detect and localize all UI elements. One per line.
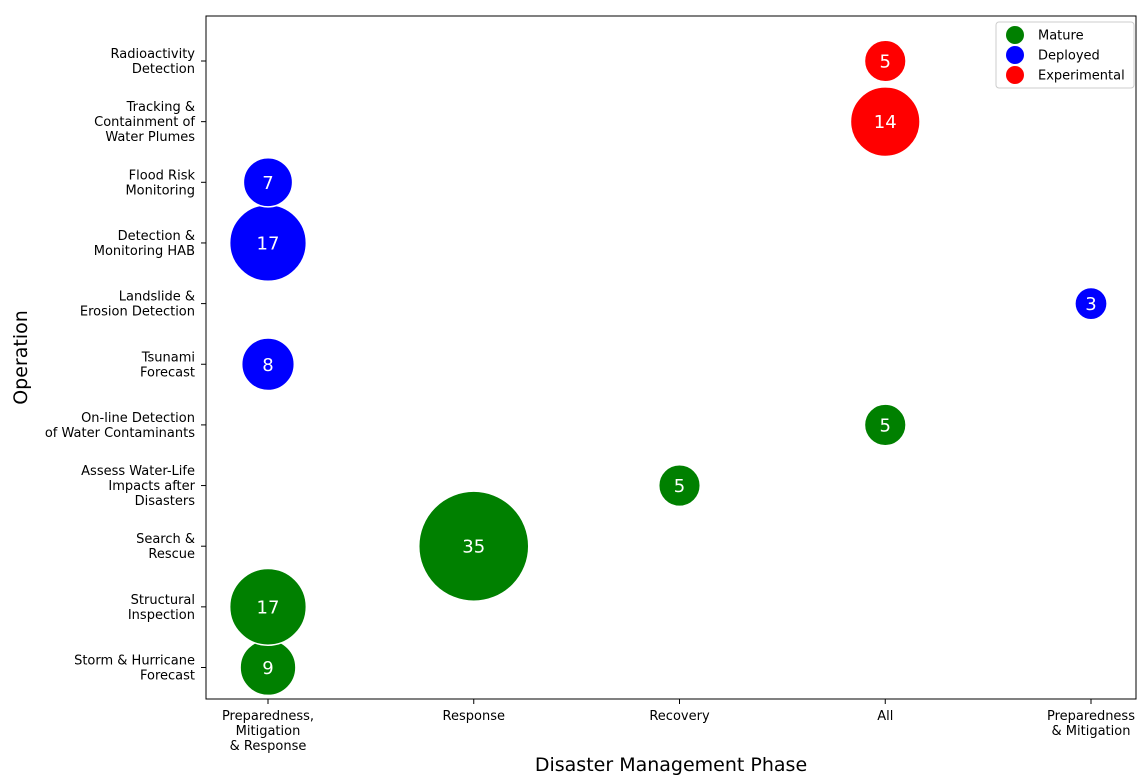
bubble-deployed xyxy=(240,337,296,392)
y-tick-label: Erosion Detection xyxy=(80,305,195,320)
bubble-value-label: 5 xyxy=(880,415,891,436)
y-tick-label: Containment of xyxy=(94,115,195,130)
bubble-deployed xyxy=(242,156,294,208)
y-tick-label: Forecast xyxy=(140,365,195,380)
bubble-value-label: 5 xyxy=(674,476,685,497)
y-tick-label: On-line Detection xyxy=(81,411,195,426)
y-tick-label: Rescue xyxy=(148,547,195,562)
y-tick-label: Structural xyxy=(131,593,195,608)
bubble-value-label: 35 xyxy=(462,537,485,558)
x-tick-label: & Mitigation xyxy=(1052,724,1131,739)
y-tick-label: of Water Contaminants xyxy=(45,426,195,441)
y-tick-label: Landslide & xyxy=(119,290,195,305)
bubble-value-label: 3 xyxy=(1085,294,1096,315)
legend-marker xyxy=(1006,46,1024,64)
plot-area-frame xyxy=(205,15,1137,700)
x-tick-label: Preparedness xyxy=(1047,709,1135,724)
y-tick-label: Detection xyxy=(132,62,195,77)
y-tick-label: Radioactivity xyxy=(111,47,196,62)
bubble-value-label: 17 xyxy=(257,233,280,254)
legend-frame xyxy=(995,21,1135,89)
x-tick-label: Response xyxy=(443,709,505,724)
legend-entry: Deployed xyxy=(1038,49,1100,64)
bubble-value-label: 7 xyxy=(262,173,273,194)
bubble-value-label: 5 xyxy=(880,52,891,73)
y-tick-label: Forecast xyxy=(140,669,195,684)
bubble-mature xyxy=(863,403,907,447)
y-axis-ticks: Storm & HurricaneForecastStructuralInspe… xyxy=(45,47,206,684)
legend-entry: Mature xyxy=(1038,29,1084,44)
bubble-mature xyxy=(417,490,530,602)
bubbles: 9 17 35 5 5 8 3 17 7 14 5 xyxy=(228,39,1108,697)
bubble-value-label: 17 xyxy=(257,597,280,618)
y-axis-title: Operation xyxy=(10,310,32,405)
bubble-experimental xyxy=(863,39,907,83)
y-tick-label: Monitoring xyxy=(125,183,195,198)
y-tick-label: Water Plumes xyxy=(105,130,195,145)
x-axis-ticks: Preparedness,Mitigation& Response Respons… xyxy=(222,699,1135,754)
legend-marker xyxy=(1006,26,1024,44)
legend: Mature Deployed Experimental xyxy=(995,21,1135,89)
bubble-value-label: 9 xyxy=(262,658,273,679)
y-tick-label: Inspection xyxy=(128,608,195,623)
y-tick-label: Assess Water-Life xyxy=(81,464,195,479)
legend-marker xyxy=(1006,66,1024,84)
bubble-value-label: 8 xyxy=(262,355,273,376)
bubble-mature xyxy=(657,464,702,508)
x-tick-label: & Response xyxy=(230,739,307,754)
y-tick-label: Detection & xyxy=(118,229,195,244)
x-axis-title: Disaster Management Phase xyxy=(535,754,807,776)
x-tick-label: Mitigation xyxy=(236,724,301,739)
y-tick-label: Monitoring HAB xyxy=(94,244,195,259)
bubble-experimental xyxy=(849,86,921,158)
y-tick-label: Flood Risk xyxy=(129,168,196,183)
y-tick-label: Impacts after xyxy=(108,479,195,494)
y-tick-label: Storm & Hurricane xyxy=(74,654,195,669)
x-tick-label: Preparedness, xyxy=(222,709,314,724)
bubble-value-label: 14 xyxy=(874,112,897,133)
x-tick-label: All xyxy=(877,709,893,724)
y-tick-label: Tracking & xyxy=(126,100,195,115)
y-tick-label: Disasters xyxy=(135,494,196,509)
legend-entry: Experimental xyxy=(1038,69,1125,84)
y-tick-label: Tsunami xyxy=(141,350,195,365)
x-tick-label: Recovery xyxy=(649,709,710,724)
bubble-deployed xyxy=(1074,286,1108,321)
y-tick-label: Search & xyxy=(136,532,195,547)
bubble-mature xyxy=(228,567,308,646)
